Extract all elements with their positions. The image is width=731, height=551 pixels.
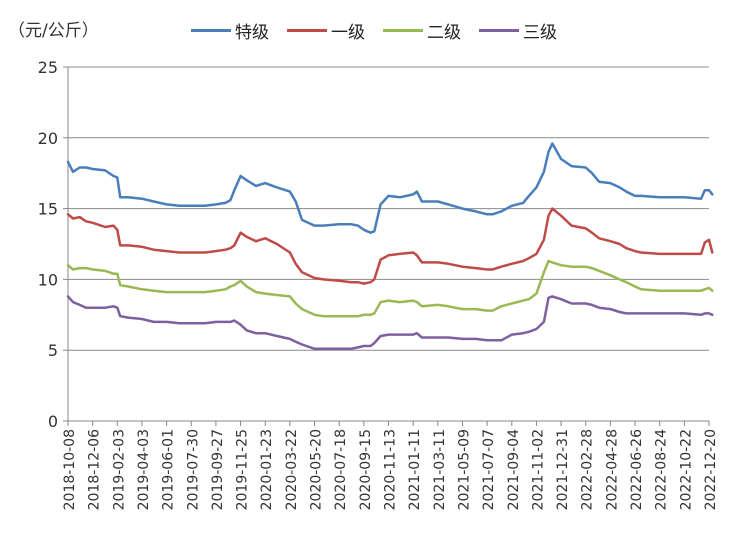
x-tick-label: 2020-09-15 bbox=[358, 429, 374, 510]
x-tick-label: 2019-06-01 bbox=[161, 429, 177, 510]
series-line-2 bbox=[66, 259, 714, 318]
legend-swatch-2 bbox=[383, 29, 423, 32]
x-tick-label: 2020-03-22 bbox=[284, 429, 300, 510]
series-line-3 bbox=[66, 295, 714, 351]
y-tick-label: 5 bbox=[48, 341, 58, 360]
x-tick-label: 2021-01-11 bbox=[407, 429, 423, 510]
x-tick-label: 2022-02-28 bbox=[580, 429, 596, 510]
legend-label-2: 二级 bbox=[427, 23, 461, 43]
x-tick-label: 2019-04-03 bbox=[136, 429, 152, 510]
x-tick-label: 2020-11-13 bbox=[383, 429, 399, 510]
x-tick-label: 2019-09-27 bbox=[210, 429, 226, 510]
legend: 特级 一级 二级 三级 bbox=[191, 18, 557, 43]
legend-swatch-1 bbox=[287, 29, 327, 32]
x-tick-label: 2018-10-08 bbox=[62, 429, 78, 510]
x-tick-label: 2022-08-24 bbox=[654, 429, 670, 510]
x-tick-label: 2018-12-06 bbox=[87, 429, 103, 510]
x-tick-label: 2021-11-02 bbox=[530, 429, 546, 510]
y-tick-label: 20 bbox=[38, 129, 58, 148]
legend-item-sanji: 三级 bbox=[479, 18, 557, 43]
y-unit-label: （元/公斤） bbox=[8, 21, 99, 41]
legend-swatch-3 bbox=[479, 29, 519, 32]
x-tick-label: 2019-07-30 bbox=[185, 429, 201, 510]
legend-label-0: 特级 bbox=[235, 23, 269, 43]
legend-label-1: 一级 bbox=[331, 23, 365, 43]
x-tick-label: 2020-07-18 bbox=[333, 429, 349, 510]
x-tick-label: 2022-06-26 bbox=[629, 429, 645, 510]
series-line-0 bbox=[66, 142, 714, 234]
y-tick-label: 10 bbox=[38, 270, 58, 289]
y-tick-label: 25 bbox=[38, 58, 58, 77]
legend-swatch-0 bbox=[191, 29, 231, 32]
x-tick-label: 2019-02-03 bbox=[111, 429, 127, 510]
legend-item-yiji: 一级 bbox=[287, 18, 365, 43]
x-tick-label: 2021-09-04 bbox=[506, 429, 522, 510]
x-tick-label: 2022-04-28 bbox=[604, 429, 620, 510]
x-tick-label: 2022-10-22 bbox=[678, 429, 694, 510]
legend-label-3: 三级 bbox=[523, 23, 557, 43]
series-line-1 bbox=[66, 207, 714, 285]
legend-item-erji: 二级 bbox=[383, 18, 461, 43]
x-tick-label: 2021-12-31 bbox=[555, 429, 571, 510]
x-tick-label: 2020-01-23 bbox=[259, 429, 275, 510]
x-tick-label: 2022-12-20 bbox=[703, 429, 719, 510]
x-tick-label: 2019-11-25 bbox=[235, 429, 251, 510]
x-tick-label: 2021-03-11 bbox=[432, 429, 448, 510]
x-tick-label: 2021-07-07 bbox=[481, 429, 497, 510]
legend-item-tejí: 特级 bbox=[191, 18, 269, 43]
x-tick-label: 2020-05-20 bbox=[309, 429, 325, 510]
y-tick-label: 15 bbox=[38, 200, 58, 219]
y-tick-label: 0 bbox=[48, 412, 58, 431]
x-tick-label: 2021-05-09 bbox=[456, 429, 472, 510]
